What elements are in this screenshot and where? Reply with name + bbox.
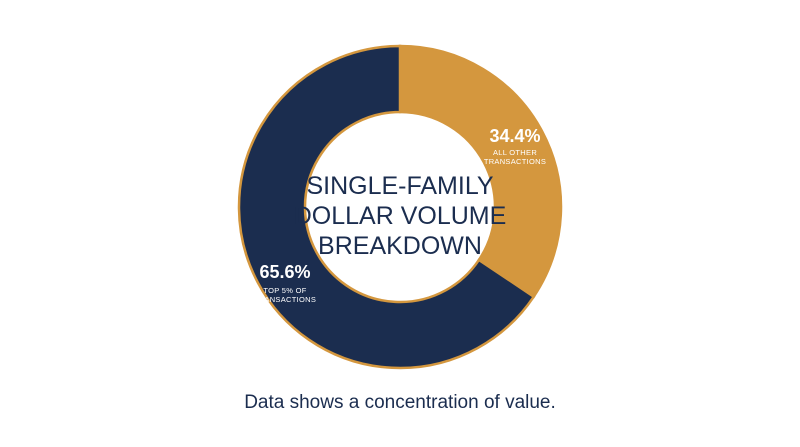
slice-1-sublabel-line-2: TRANSACTIONS [254,295,316,304]
slice-1-sublabel-line-1: TOP 5% OF [263,286,306,295]
center-title: SINGLE-FAMILY DOLLAR VOLUME BREAKDOWN [294,172,507,260]
donut-slice-0 [398,44,563,299]
chart-caption: Data shows a concentration of value. [244,392,556,413]
center-title-line-3: BREAKDOWN [318,232,482,260]
center-title-line-2: DOLLAR VOLUME [294,202,507,230]
donut-slice-1 [237,44,536,370]
center-title-line-1: SINGLE-FAMILY [306,172,493,200]
slices-layer [237,44,563,370]
slice-0-percent-label: 34.4% [489,126,540,146]
slice-labels: 34.4% ALL OTHER TRANSACTIONS 65.6% TOP 5… [254,126,546,304]
slice-1-percent-label: 65.6% [259,262,310,282]
slice-0-sublabel-line-1: ALL OTHER [493,148,537,157]
slice-0-sublabel-line-2: TRANSACTIONS [484,157,546,166]
